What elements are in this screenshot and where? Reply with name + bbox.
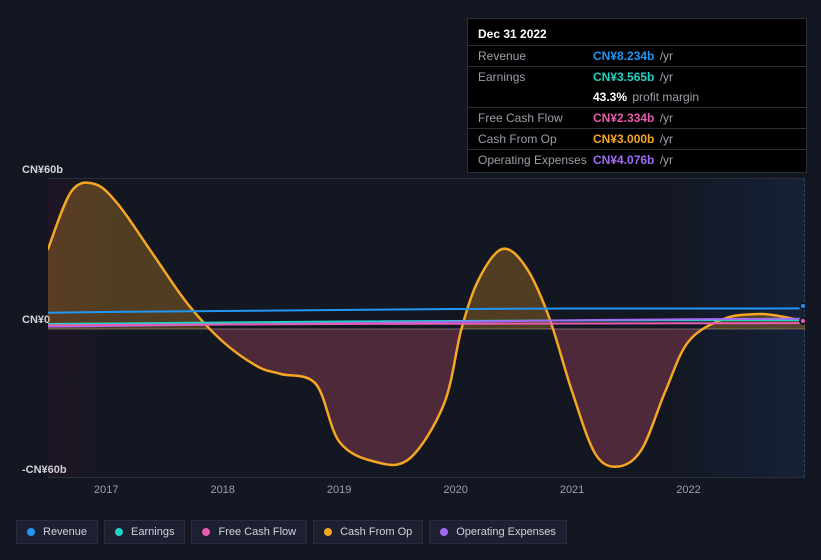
data-tooltip: Dec 31 2022 RevenueCN¥8.234b /yrEarnings… (467, 18, 807, 173)
legend-dot-icon (324, 528, 332, 536)
legend-item[interactable]: Revenue (16, 520, 98, 544)
tooltip-value: CN¥3.000b /yr (593, 132, 673, 146)
legend-label: Free Cash Flow (218, 526, 296, 538)
x-axis-label: 2019 (327, 484, 351, 496)
legend: Revenue Earnings Free Cash Flow Cash From O… (16, 520, 567, 544)
tooltip-row: Free Cash FlowCN¥2.334b /yr (468, 107, 806, 128)
tooltip-label: Free Cash Flow (478, 111, 593, 125)
y-axis-label: CN¥0 (22, 314, 50, 326)
legend-label: Earnings (131, 526, 174, 538)
tooltip-label: Cash From Op (478, 132, 593, 146)
plot-area[interactable] (48, 178, 805, 478)
x-axis-label: 2018 (210, 484, 234, 496)
tooltip-label (478, 90, 593, 104)
tooltip-value: 43.3% profit margin (593, 90, 699, 104)
x-axis-label: 2022 (676, 484, 700, 496)
legend-label: Operating Expenses (456, 526, 556, 538)
x-axis-label: 2020 (443, 484, 467, 496)
tooltip-date: Dec 31 2022 (468, 25, 806, 45)
x-axis-label: 2021 (560, 484, 584, 496)
tooltip-row: 43.3% profit margin (468, 87, 806, 107)
legend-item[interactable]: Cash From Op (313, 520, 423, 544)
tooltip-value: CN¥3.565b /yr (593, 70, 673, 84)
series-end-marker (799, 317, 807, 325)
tooltip-label: Revenue (478, 49, 593, 63)
financial-chart: CN¥60bCN¥0-CN¥60b 2017201820192020202120… (16, 158, 805, 498)
series-end-marker (799, 302, 807, 310)
x-axis: 2017 2018 2019 2020 2021 2022 (48, 484, 805, 502)
tooltip-row: RevenueCN¥8.234b /yr (468, 45, 806, 66)
legend-label: Cash From Op (340, 526, 412, 538)
legend-label: Revenue (43, 526, 87, 538)
legend-item[interactable]: Operating Expenses (429, 520, 567, 544)
cursor-line (804, 179, 805, 477)
legend-dot-icon (115, 528, 123, 536)
tooltip-value: CN¥2.334b /yr (593, 111, 673, 125)
tooltip-row: Cash From OpCN¥3.000b /yr (468, 128, 806, 149)
tooltip-row: EarningsCN¥3.565b /yr (468, 66, 806, 87)
tooltip-value: CN¥8.234b /yr (593, 49, 673, 63)
legend-item[interactable]: Earnings (104, 520, 185, 544)
chart-svg (48, 179, 805, 479)
y-axis-label: CN¥60b (22, 164, 63, 176)
legend-item[interactable]: Free Cash Flow (191, 520, 307, 544)
tooltip-label: Earnings (478, 70, 593, 84)
legend-dot-icon (27, 528, 35, 536)
legend-dot-icon (440, 528, 448, 536)
legend-dot-icon (202, 528, 210, 536)
x-axis-label: 2017 (94, 484, 118, 496)
